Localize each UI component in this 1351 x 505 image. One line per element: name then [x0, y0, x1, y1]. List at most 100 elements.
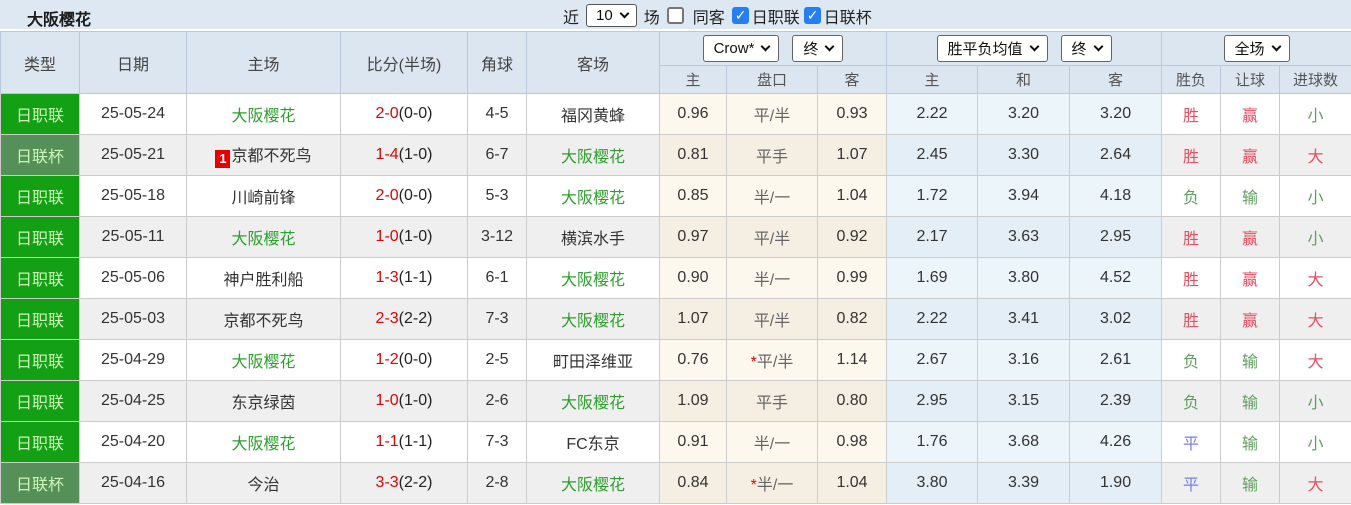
euro-home-odds: 1.69 [886, 257, 979, 299]
cup-filter-checkbox[interactable] [803, 7, 821, 24]
league-filter-checkbox[interactable] [731, 7, 749, 24]
euro-draw-odds: 3.94 [977, 175, 1071, 217]
asian-odds-group-header: Crow* 终 [658, 31, 888, 66]
league-filter-label: 日职联 [751, 9, 800, 27]
away-team: FC东京 [526, 421, 660, 463]
col-header-handicap: 盘口 [726, 65, 818, 94]
away-team: 町田泽维亚 [526, 339, 660, 381]
match-date: 25-04-20 [79, 421, 187, 463]
asian-away-odds: 0.98 [816, 421, 888, 463]
asian-away-odds: 1.04 [816, 175, 888, 217]
asian-handicap: *半/一 [726, 462, 818, 504]
home-team: 东京绿茵 [186, 380, 341, 422]
col-header-asian-home: 主 [659, 65, 727, 94]
handicap-outcome: 输 [1220, 421, 1281, 463]
asian-handicap: 平/半 [726, 298, 818, 340]
match-row: 日联杯 25-05-21 1 京都不死鸟 1-4(1-0) 6-7 大阪樱花 0.81 平手 1.… [0, 134, 1351, 176]
euro-away-odds: 4.52 [1069, 257, 1163, 299]
bookmaker-select[interactable]: Crow* [702, 35, 780, 62]
home-team: 大阪樱花 [186, 421, 341, 463]
result-outcome: 负 [1161, 339, 1222, 381]
asian-away-odds: 0.99 [816, 257, 888, 299]
euro-home-odds: 2.95 [886, 380, 979, 422]
col-header-euro-away: 客 [1069, 65, 1163, 94]
match-row: 日职联 25-05-11 大阪樱花 1-0(1-0) 3-12 横滨水手 0.97 平/半 0.… [0, 216, 1351, 258]
same-away-checkbox[interactable] [666, 7, 684, 24]
competition-badge: 日职联 [0, 257, 80, 299]
corners: 7-3 [467, 421, 527, 463]
match-date: 25-04-29 [79, 339, 187, 381]
result-group-header: 全场 [1161, 31, 1351, 66]
goals-outcome: 大 [1279, 298, 1351, 340]
asian-away-odds: 1.04 [816, 462, 888, 504]
euro-away-odds: 3.02 [1069, 298, 1163, 340]
match-date: 25-05-03 [79, 298, 187, 340]
home-team: 今治 [186, 462, 341, 504]
goals-outcome: 大 [1279, 134, 1351, 176]
goals-outcome: 大 [1279, 339, 1351, 381]
away-team: 大阪樱花 [526, 380, 660, 422]
chevron-down-icon [1029, 41, 1039, 52]
euro-draw-odds: 3.63 [977, 216, 1071, 258]
asian-home-odds: 1.07 [659, 298, 727, 340]
europe-time-select[interactable]: 终 [1060, 35, 1112, 62]
match-history-table: 类型 日期 主场 比分(半场) 角球 客场 Crow* 终 胜平负均值 终 全场 [0, 31, 1351, 504]
page-title: 大阪樱花 [27, 12, 92, 29]
asian-away-odds: 0.80 [816, 380, 888, 422]
recent-count-select[interactable]: 10 [586, 4, 637, 27]
asian-home-odds: 0.85 [659, 175, 727, 217]
top-bar: 大阪樱花 近 10 场 同客 日职联 日联杯 [0, 0, 1351, 31]
handicap-outcome: 赢 [1220, 257, 1281, 299]
match-row: 日联杯 25-04-16 今治 3-3(2-2) 2-8 大阪樱花 0.84 *半/一 1.04… [0, 462, 1351, 504]
home-team: 1 京都不死鸟 [186, 134, 341, 176]
asian-handicap: 半/一 [726, 421, 818, 463]
chevron-down-icon [1093, 41, 1103, 52]
euro-home-odds: 1.76 [886, 421, 979, 463]
home-team: 川崎前锋 [186, 175, 341, 217]
goals-outcome: 大 [1279, 257, 1351, 299]
goals-outcome: 小 [1279, 380, 1351, 422]
match-date: 25-04-16 [79, 462, 187, 504]
result-outcome: 平 [1161, 462, 1222, 504]
match-date: 25-05-11 [79, 216, 187, 258]
euro-away-odds: 2.95 [1069, 216, 1163, 258]
chevron-down-icon [1271, 41, 1281, 52]
competition-badge: 日联杯 [0, 134, 80, 176]
asian-handicap: *平/半 [726, 339, 818, 381]
asian-handicap: 平/半 [726, 93, 818, 135]
col-header-corner: 角球 [467, 31, 527, 94]
asian-home-odds: 0.81 [659, 134, 727, 176]
score: 2-3(2-2) [340, 298, 468, 340]
col-header-handicap-result: 让球 [1220, 65, 1281, 94]
euro-away-odds: 2.64 [1069, 134, 1163, 176]
match-date: 25-04-25 [79, 380, 187, 422]
handicap-outcome: 赢 [1220, 298, 1281, 340]
match-date: 25-05-06 [79, 257, 187, 299]
asian-handicap: 平/半 [726, 216, 818, 258]
match-row: 日职联 25-05-18 川崎前锋 2-0(0-0) 5-3 大阪樱花 0.85 半/一 1.0… [0, 175, 1351, 217]
asian-home-odds: 0.90 [659, 257, 727, 299]
col-header-euro-home: 主 [886, 65, 979, 94]
euro-away-odds: 1.90 [1069, 462, 1163, 504]
euro-home-odds: 1.72 [886, 175, 979, 217]
asian-away-odds: 1.14 [816, 339, 888, 381]
competition-badge: 日职联 [0, 298, 80, 340]
score: 1-3(1-1) [340, 257, 468, 299]
away-team: 福冈黄蜂 [526, 93, 660, 135]
asian-away-odds: 0.82 [816, 298, 888, 340]
corners: 6-7 [467, 134, 527, 176]
cup-filter-label: 日联杯 [823, 9, 872, 27]
asian-handicap: 半/一 [726, 175, 818, 217]
euro-away-odds: 4.18 [1069, 175, 1163, 217]
asian-away-odds: 0.93 [816, 93, 888, 135]
europe-odds-select[interactable]: 胜平负均值 [936, 35, 1048, 62]
euro-draw-odds: 3.41 [977, 298, 1071, 340]
handicap-outcome: 输 [1220, 175, 1281, 217]
asian-home-odds: 0.76 [659, 339, 727, 381]
home-team: 京都不死鸟 [186, 298, 341, 340]
period-select[interactable]: 全场 [1223, 35, 1290, 62]
asian-time-select[interactable]: 终 [792, 35, 844, 62]
home-team: 神户胜利船 [186, 257, 341, 299]
away-team: 大阪樱花 [526, 175, 660, 217]
chevron-down-icon [619, 8, 630, 19]
